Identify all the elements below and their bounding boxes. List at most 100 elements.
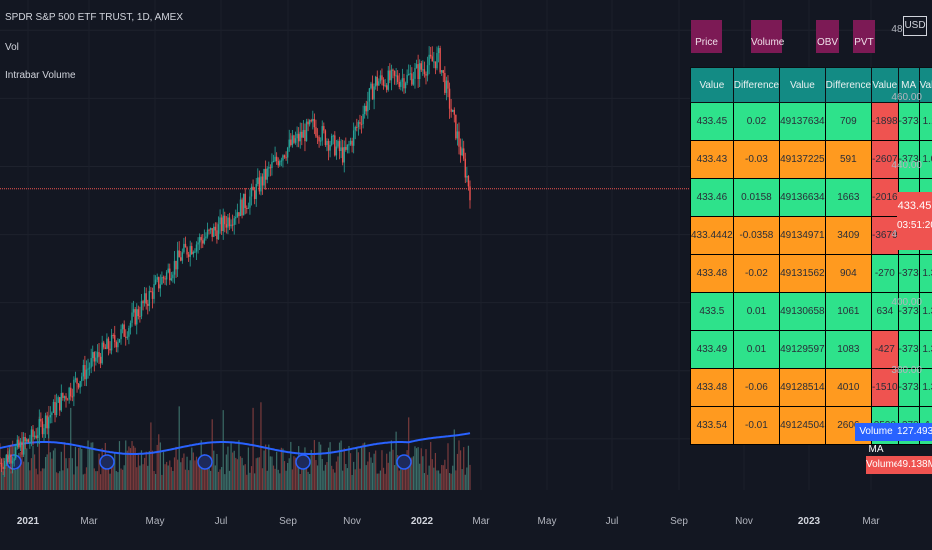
candle-body (409, 73, 411, 75)
volume-bar (406, 450, 408, 490)
candle-body (459, 146, 462, 156)
time-axis[interactable]: 2021 Mar May Jul Sep Nov 2022 Mar May Jul Sep Nov 20… (0, 490, 932, 550)
candle-body (211, 228, 213, 237)
candle-body (178, 250, 180, 258)
volume-bar (447, 443, 449, 490)
dividend-marker[interactable] (396, 454, 412, 470)
volume-bar (68, 458, 70, 490)
candle-body (390, 69, 393, 81)
candle-body (275, 156, 278, 162)
volume-bar (360, 447, 363, 490)
table-cell: -2016 (871, 178, 899, 217)
candle-body (381, 75, 383, 80)
volume-bar (254, 473, 256, 490)
candle-body (373, 86, 375, 100)
table-cell: -1510 (871, 368, 899, 407)
table-cell: -2607 (871, 140, 899, 179)
table-cell: -0.0358 (732, 216, 781, 255)
candle-body (236, 212, 239, 217)
volume-bar (131, 441, 133, 490)
volume-bar (74, 447, 77, 490)
volume-bar (217, 471, 220, 490)
volume-bar (98, 453, 100, 490)
x-tick-label: Sep (670, 516, 688, 527)
volume-bar (266, 470, 268, 490)
candle-body (231, 224, 234, 226)
candle-body (200, 237, 202, 241)
volume-bar (122, 469, 124, 490)
candle-body (290, 139, 292, 146)
volume-bar (442, 465, 444, 490)
x-tick-label: 2021 (16, 516, 40, 527)
volume-bar (175, 446, 177, 490)
volume-bar (180, 462, 182, 490)
candle-body (205, 236, 207, 239)
intrabar-indicator-label: Intrabar Volume (5, 70, 76, 81)
volume-bar (150, 422, 152, 490)
volume-bar (133, 445, 135, 490)
candle-body (304, 130, 306, 142)
volume-bar (381, 450, 383, 490)
volume-bar (156, 444, 158, 490)
volume-bar (181, 457, 183, 490)
candle-body (374, 76, 377, 87)
candle-body (172, 274, 174, 279)
candle-body (225, 224, 228, 228)
volume-bar (145, 451, 147, 490)
symbol-title: SPDR S&P 500 ETF TRUST, 1D, AMEX (5, 12, 184, 23)
volume-bar (224, 474, 226, 490)
candle-body (29, 441, 31, 443)
table-subheader: Difference (824, 67, 873, 103)
candle-body (85, 369, 88, 380)
volume-bar (144, 457, 146, 490)
volume-bar (320, 444, 322, 490)
volume-bar (197, 461, 199, 490)
candle-body (456, 131, 459, 139)
chart-area[interactable] (0, 0, 932, 490)
candle-body (414, 68, 416, 79)
volume-bar (216, 454, 218, 490)
dividend-marker[interactable] (197, 454, 213, 470)
candle-body (62, 393, 64, 398)
volume-bar (464, 474, 466, 490)
candle-body (43, 428, 45, 435)
candle-body (255, 183, 257, 200)
currency-label[interactable]: USD (903, 16, 927, 36)
volume-bar (136, 467, 138, 490)
volume-bar (331, 465, 333, 490)
candle-body (362, 114, 364, 125)
volume-bar (5, 464, 7, 490)
volume-bar (241, 457, 243, 490)
candle-body (189, 246, 191, 257)
candle-body (407, 74, 410, 76)
candle-body (38, 418, 40, 436)
dividend-marker[interactable] (99, 454, 115, 470)
volume-bar (294, 457, 297, 490)
volume-bar (307, 471, 309, 490)
volume-bar (120, 468, 122, 490)
volume-bar (414, 446, 416, 490)
candle-body (170, 278, 173, 281)
candle-body (10, 454, 12, 464)
volume-bar (173, 457, 176, 490)
candle-body (19, 441, 22, 448)
volume-bar (210, 470, 212, 490)
candle-body (360, 123, 363, 125)
candle-body (291, 135, 294, 146)
candle-body (445, 80, 448, 93)
volume-bar (8, 446, 11, 490)
candle-body (277, 161, 279, 166)
volume-bar (151, 450, 154, 490)
volume-bar (420, 448, 422, 490)
x-tick-label: Sep (279, 516, 297, 527)
volume-bar (191, 447, 193, 490)
volume-bar (222, 410, 224, 490)
candle-body (418, 63, 421, 79)
volume-bar (411, 457, 413, 490)
table-cell: -427 (871, 330, 899, 369)
volume-bar (2, 471, 4, 490)
volume-bar (287, 462, 289, 490)
volume-bar (10, 471, 12, 490)
dividend-marker[interactable] (295, 454, 311, 470)
